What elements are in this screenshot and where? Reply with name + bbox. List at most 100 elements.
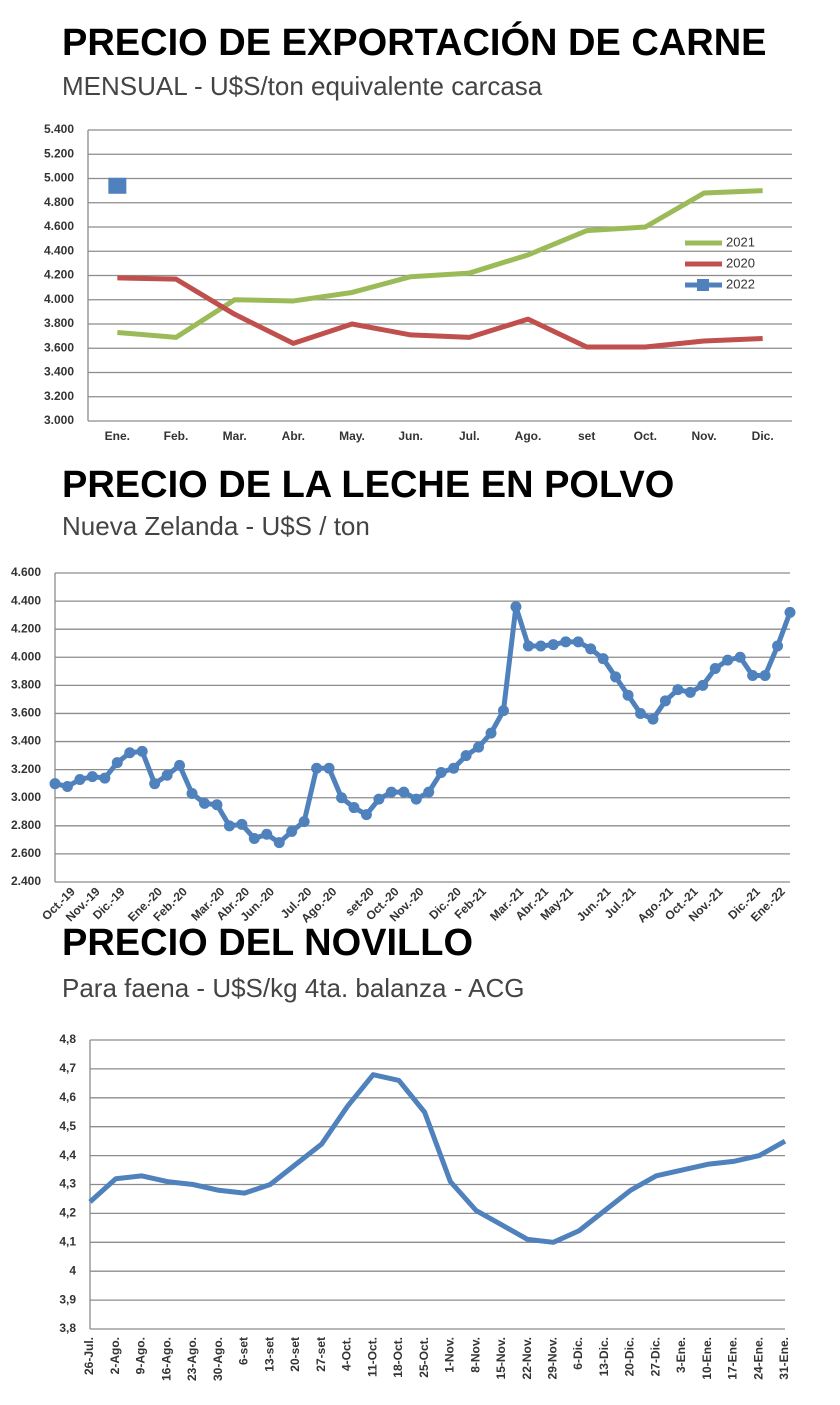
data-point — [448, 762, 460, 774]
data-point — [410, 793, 422, 805]
data-point — [124, 747, 136, 759]
data-point — [622, 689, 634, 701]
y-tick-label: 3.200 — [11, 762, 41, 776]
data-point — [423, 786, 435, 798]
x-tick-label: 8-Nov. — [468, 1337, 482, 1373]
y-tick-label: 3.800 — [44, 316, 74, 330]
data-point — [248, 832, 260, 844]
data-point — [572, 636, 584, 648]
data-point — [460, 750, 472, 762]
data-point — [86, 771, 98, 783]
data-point — [547, 639, 559, 651]
x-tick-label: Oct. — [634, 429, 657, 443]
x-tick-label: Ene. — [105, 429, 130, 443]
y-tick-label: 3.000 — [11, 790, 41, 804]
x-tick-label: 26-Jul. — [82, 1337, 96, 1375]
data-point — [709, 663, 721, 675]
x-tick-label: Jul. — [459, 429, 480, 443]
y-tick-label: 3.800 — [11, 678, 41, 692]
x-tick-label: Nov. — [691, 429, 716, 443]
data-point — [784, 606, 796, 618]
x-tick-label: Mar. — [223, 429, 247, 443]
x-tick-label: 2-Ago. — [108, 1337, 122, 1374]
data-point — [198, 797, 210, 809]
data-point — [61, 780, 73, 792]
y-tick-label: 3.000 — [44, 413, 74, 427]
data-point — [360, 809, 372, 821]
data-point — [672, 684, 684, 696]
x-tick-label: 13-set — [262, 1337, 276, 1372]
y-tick-label: 4,1 — [59, 1234, 76, 1248]
x-tick-label: 20-Dic. — [623, 1337, 637, 1376]
series-line — [117, 275, 763, 350]
data-point — [610, 671, 622, 683]
data-point — [697, 679, 709, 691]
chart-subtitle: MENSUAL - U$S/ton equivalente carcasa — [62, 71, 543, 101]
x-tick-label: 6-Dic. — [571, 1337, 585, 1370]
data-point — [435, 766, 447, 778]
data-point — [348, 802, 360, 814]
legend-label: 2022 — [726, 276, 755, 291]
y-tick-label: 4.400 — [44, 243, 74, 257]
x-tick-label: 27-Dic. — [648, 1337, 662, 1376]
x-tick-label: 31-Ene. — [777, 1337, 791, 1380]
y-tick-label: 4,7 — [59, 1061, 76, 1075]
chart-subtitle: Nueva Zelanda - U$S / ton — [62, 511, 370, 541]
y-tick-label: 4.000 — [11, 649, 41, 663]
data-point — [211, 799, 223, 811]
data-point — [136, 745, 148, 757]
x-tick-label: 29-Nov. — [546, 1337, 560, 1379]
y-tick-label: 4.600 — [44, 219, 74, 233]
data-point — [298, 816, 310, 828]
data-point — [473, 741, 485, 753]
x-tick-label: 24-Ene. — [751, 1337, 765, 1380]
y-tick-label: 3.400 — [44, 365, 74, 379]
data-point — [174, 759, 186, 771]
x-tick-label: 3-Ene. — [674, 1337, 688, 1373]
y-tick-label: 4 — [69, 1263, 76, 1277]
y-tick-label: 2.600 — [11, 846, 41, 860]
x-tick-label: 15-Nov. — [494, 1337, 508, 1379]
data-point — [273, 837, 285, 849]
x-tick-label: 23-Ago. — [185, 1337, 199, 1381]
data-point — [161, 769, 173, 781]
y-tick-label: 4.800 — [44, 195, 74, 209]
y-tick-label: 5.000 — [44, 171, 74, 185]
x-tick-label: Dic. — [752, 429, 774, 443]
data-point — [149, 778, 161, 790]
data-point — [336, 792, 348, 804]
y-tick-label: 5.200 — [44, 146, 74, 160]
data-point — [373, 793, 385, 805]
data-point — [236, 818, 248, 830]
data-point — [635, 707, 647, 719]
data-point — [99, 772, 111, 784]
y-tick-label: 3.400 — [11, 734, 41, 748]
y-tick-label: 4,8 — [59, 1032, 76, 1046]
chart-title: PRECIO DE EXPORTACIÓN DE CARNE — [62, 20, 766, 64]
series-line — [88, 1072, 787, 1245]
y-tick-label: 3.600 — [44, 340, 74, 354]
data-point — [535, 640, 547, 652]
data-point — [597, 653, 609, 665]
x-tick-label: 18-Oct. — [391, 1337, 405, 1378]
y-tick-label: 4.600 — [11, 565, 41, 579]
data-point — [49, 778, 61, 790]
data-point — [734, 651, 746, 663]
data-point — [722, 654, 734, 666]
x-tick-label: Feb. — [164, 429, 189, 443]
chart-title: PRECIO DEL NOVILLO — [62, 922, 473, 964]
y-tick-label: 4,2 — [59, 1206, 76, 1220]
x-tick-label: 20-set — [288, 1337, 302, 1372]
legend-marker — [697, 279, 709, 291]
data-point — [560, 636, 572, 648]
legend-label: 2021 — [726, 234, 755, 249]
data-point — [385, 786, 397, 798]
x-tick-label: Jun. — [398, 429, 423, 443]
legend-label: 2020 — [726, 255, 755, 270]
x-tick-label: Ago. — [515, 429, 542, 443]
data-point — [286, 825, 298, 837]
x-tick-label: 27-set — [314, 1337, 328, 1372]
data-point — [111, 757, 123, 769]
data-point — [772, 640, 784, 652]
